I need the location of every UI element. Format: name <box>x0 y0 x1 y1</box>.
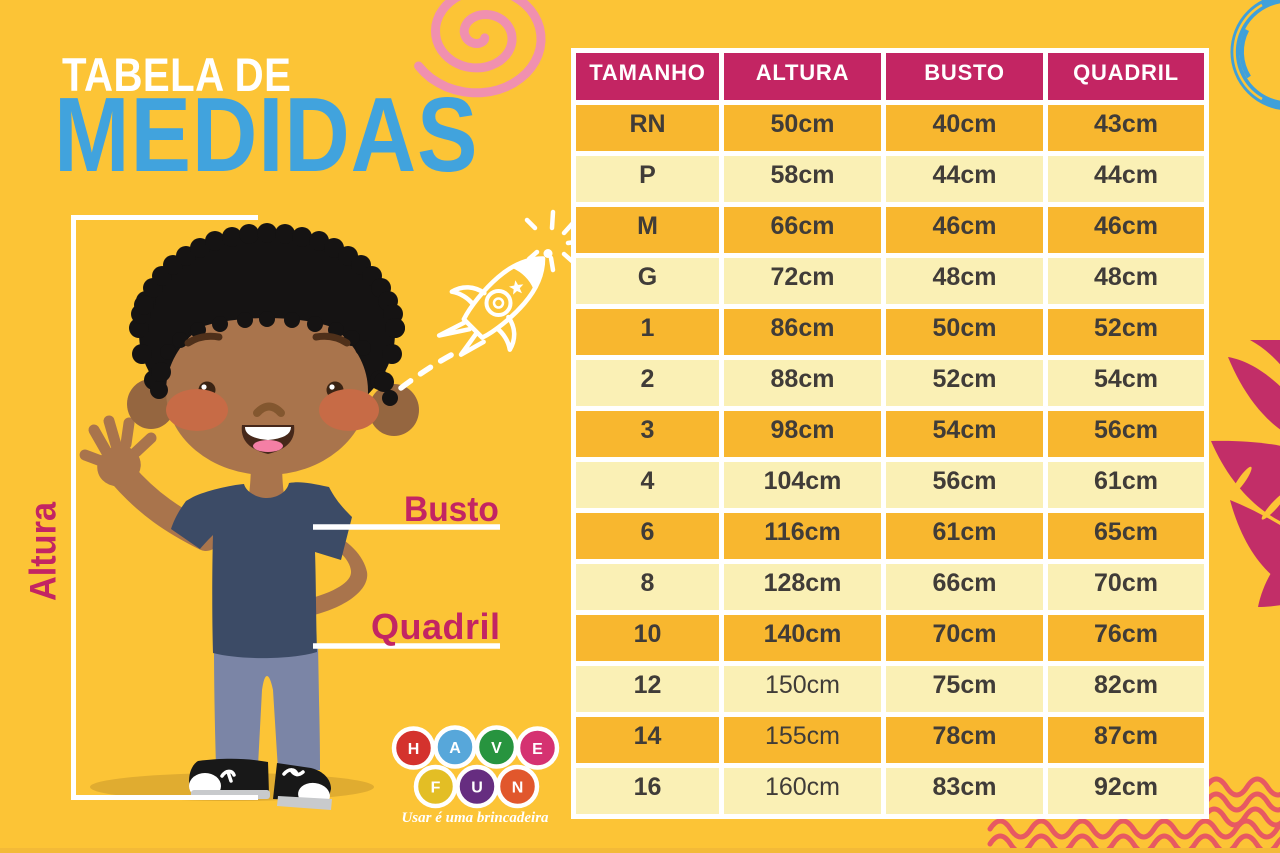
svg-text:E: E <box>532 741 543 758</box>
svg-text:H: H <box>408 741 420 758</box>
svg-text:U: U <box>471 780 483 797</box>
svg-text:F: F <box>431 780 441 797</box>
svg-text:V: V <box>491 740 502 757</box>
svg-text:A: A <box>449 740 461 757</box>
svg-text:N: N <box>512 780 524 797</box>
